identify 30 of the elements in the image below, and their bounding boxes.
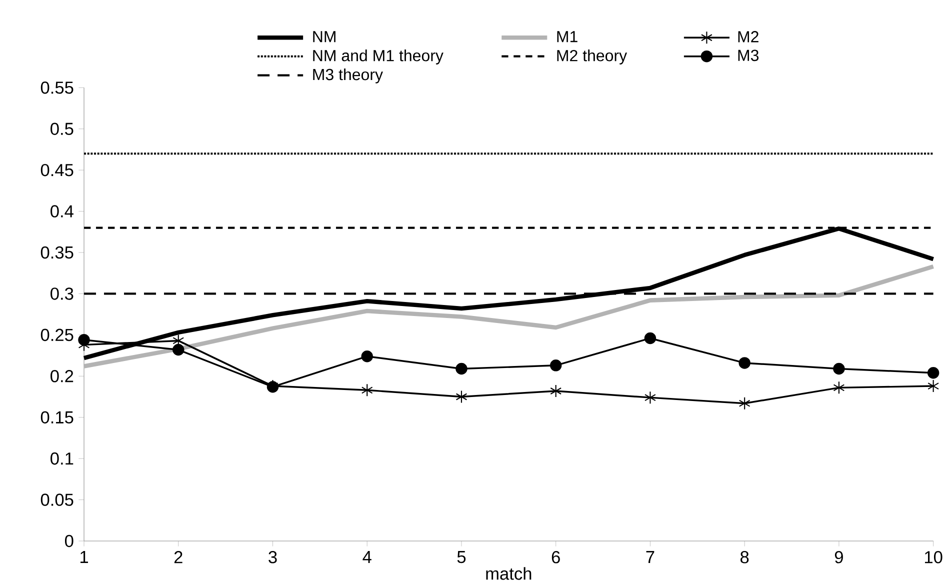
- x-tick-label: 1: [80, 551, 88, 563]
- y-tick-label: 0.5: [50, 122, 74, 136]
- legend-label: NM: [313, 31, 336, 42]
- x-tick-label: 3: [268, 551, 277, 564]
- y-tick-label: 0.1: [50, 452, 74, 465]
- x-tick-label: 2: [174, 551, 182, 564]
- y-tick-label: 0.35: [40, 246, 74, 259]
- legend-label: M2: [738, 31, 758, 42]
- legend-label: M1: [557, 31, 578, 42]
- x-tick-label: 5: [457, 551, 466, 564]
- legend-label: NM and M1 theory: [313, 50, 444, 64]
- legend-label: M3: [738, 50, 759, 62]
- y-tick-label: 0.05: [40, 494, 74, 506]
- y-tick-label: 0.15: [40, 411, 74, 424]
- y-tick-label: 0.3: [50, 288, 74, 300]
- x-tick-label: 4: [362, 551, 372, 563]
- x-tick-label: 8: [740, 551, 749, 564]
- x-tick-label: 6: [552, 551, 560, 564]
- y-tick-label: 0.45: [40, 164, 74, 176]
- y-tick-label: 0.2: [50, 370, 74, 382]
- y-tick-label: 0.4: [50, 205, 74, 218]
- y-tick-label: 0: [64, 534, 74, 548]
- x-tick-label: 7: [646, 551, 654, 563]
- legend-label: M2 theory: [557, 50, 628, 64]
- x-tick-label: 9: [834, 551, 843, 564]
- x-tick-label: 10: [924, 551, 942, 564]
- y-tick-label: 0.25: [40, 328, 74, 342]
- legend-label: M3 theory: [313, 68, 383, 84]
- x-axis-title: match: [486, 567, 532, 580]
- y-tick-label: 0.55: [40, 82, 74, 94]
